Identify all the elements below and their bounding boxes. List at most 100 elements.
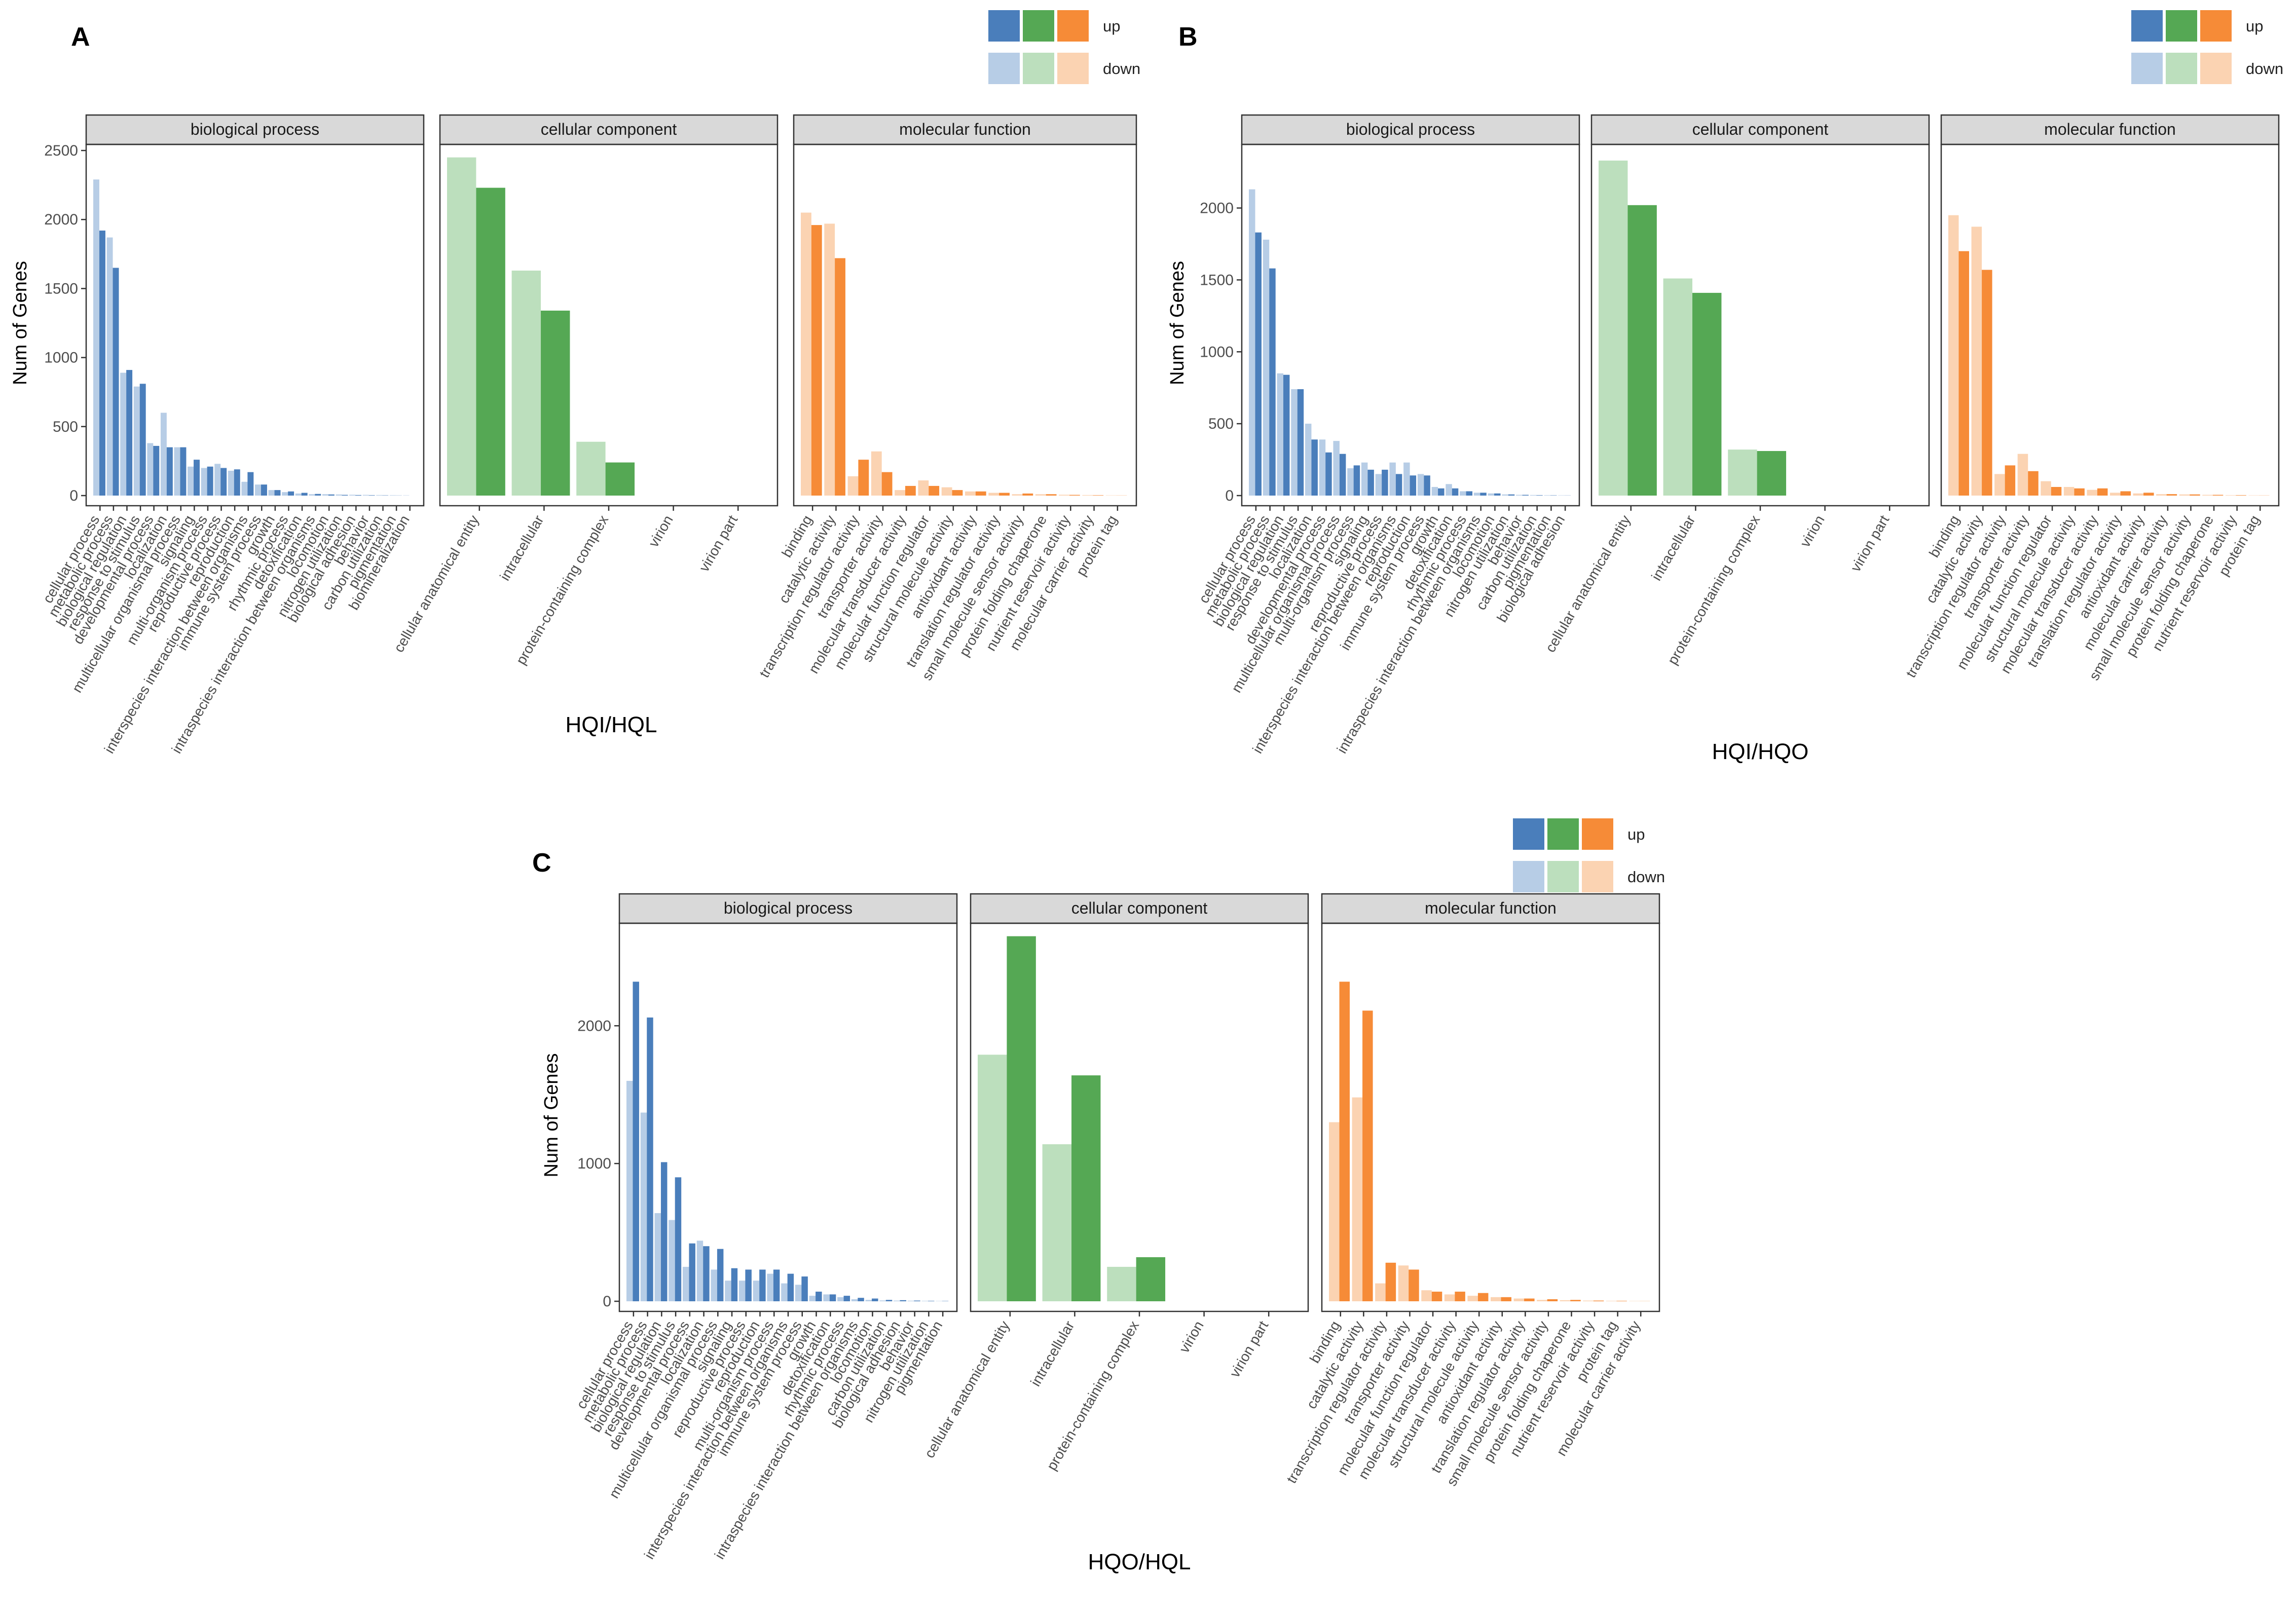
legend-swatch-up — [1057, 10, 1089, 42]
legend-swatch-down — [1023, 53, 1054, 84]
bar-up-translation-regulator-activity — [2120, 491, 2131, 496]
y-tick-label: 2000 — [1200, 200, 1234, 217]
bar-up-biological-adhesion — [900, 1300, 907, 1301]
bar-down-protein-containing-complex — [1107, 1267, 1136, 1301]
bar-up-binding — [1958, 251, 1970, 496]
bar-up-nutrient-reservoir-activity — [2236, 495, 2246, 496]
bar-up-rhythmic-process — [843, 1296, 850, 1301]
facet-strip — [1940, 114, 2280, 145]
bar-down-reproductive-process — [214, 464, 221, 496]
bar-down-antioxidant-activity — [1491, 1297, 1501, 1301]
bar-up-nutrient-reservoir-activity — [1069, 495, 1080, 496]
bar-down-behavior — [362, 495, 369, 496]
legend-label-down: down — [1103, 60, 1140, 78]
bar-up-reproduction — [234, 469, 240, 496]
bar-up-molecular-function-regulator — [1431, 1291, 1442, 1301]
legend-swatch-down — [1547, 861, 1579, 892]
bar-up-structural-molecule-activity — [2074, 488, 2085, 496]
bar-up-cellular-process — [99, 230, 105, 496]
bar-down-response-to-stimulus — [1291, 389, 1298, 496]
bar-up-locomotion — [1494, 493, 1501, 496]
bar-down-biomineralization — [403, 495, 410, 496]
bar-down-growth — [1431, 486, 1438, 496]
y-tick-label: 500 — [1208, 416, 1234, 432]
bar-down-interspecies-interaction-between-organisms — [1389, 462, 1396, 496]
bar-up-reproductive-process — [1382, 469, 1388, 496]
y-tick-label: 0 — [69, 487, 78, 504]
bar-down-rhythmic-process — [282, 492, 288, 496]
bar-up-molecular-function-regulator — [2051, 486, 2062, 496]
bar-up-small-molecule-sensor-activity — [1547, 1299, 1558, 1301]
facet-panel-border — [1321, 922, 1660, 1312]
legend-label-up: up — [1103, 17, 1120, 35]
bar-down-metabolic-process — [1263, 239, 1270, 496]
bar-down-localization — [696, 1240, 703, 1301]
bar-down-protein-containing-complex — [576, 441, 606, 496]
bar-up-carbon-utilization — [885, 1300, 893, 1301]
bar-up-nitrogen-utilization — [342, 495, 348, 496]
bar-up-biological-adhesion — [355, 495, 362, 496]
bar-up-metabolic-process — [113, 268, 119, 496]
legend-label-up: up — [2246, 17, 2263, 35]
bar-down-cellular-anatomical-entity — [447, 157, 476, 496]
bar-up-multi-organism-process — [773, 1269, 780, 1301]
bar-up-transcription-regulator-activity — [2005, 465, 2016, 496]
y-tick-label: 2000 — [44, 211, 78, 228]
bar-up-signaling — [731, 1268, 738, 1301]
bar-down-small-molecule-sensor-activity — [1537, 1300, 1547, 1301]
bar-down-developmental-process — [147, 443, 154, 496]
legend: up down — [988, 10, 1140, 84]
bar-down-nutrient-reservoir-activity — [1059, 495, 1069, 496]
bar-up-interspecies-interaction-between-organisms — [247, 472, 254, 496]
bar-down-translation-regulator-activity — [988, 493, 999, 496]
facet-strip — [1321, 893, 1660, 924]
bar-down-response-to-stimulus — [133, 386, 140, 496]
legend-swatch-down — [2166, 53, 2197, 84]
bar-down-biological-adhesion — [349, 495, 356, 496]
bar-up-reproduction — [1410, 475, 1417, 496]
legend-swatch-down — [2131, 53, 2163, 84]
bar-down-reproduction — [753, 1281, 760, 1301]
bar-down-rhythmic-process — [1460, 491, 1466, 496]
y-tick-label: 500 — [53, 419, 78, 435]
bar-up-pigmentation — [1550, 495, 1557, 496]
facet-strip-label: molecular function — [1425, 899, 1557, 917]
bar-up-intraspecies-interaction-between-organisms — [1480, 493, 1487, 496]
bar-up-growth — [274, 490, 281, 496]
bar-up-rhythmic-process — [288, 491, 294, 496]
bar-down-pigmentation — [389, 495, 396, 496]
facet-strip-label: biological process — [1346, 120, 1475, 138]
bar-up-transcription-regulator-activity — [1385, 1262, 1396, 1301]
bar-down-locomotion — [865, 1300, 872, 1301]
legend-label-up: up — [1627, 825, 1645, 843]
bar-up-catalytic-activity — [1362, 1010, 1373, 1301]
bar-up-protein-folding-chaperone — [2212, 495, 2224, 496]
y-tick-label: 2500 — [44, 142, 78, 159]
bar-down-immune-system-process — [1417, 474, 1424, 496]
facet-strip-label: cellular component — [541, 120, 677, 138]
legend-swatch-up — [2131, 10, 2163, 42]
bar-down-detoxification — [1446, 484, 1452, 496]
bar-down-nitrogen-utilization — [1502, 494, 1508, 496]
y-tick-label: 1000 — [44, 350, 78, 366]
bar-up-detoxification — [829, 1294, 836, 1301]
bar-up-developmental-process — [1325, 452, 1332, 496]
legend: up down — [1513, 818, 1665, 892]
bar-down-multicellular-organismal-process — [174, 447, 180, 496]
panel-label: B — [1178, 22, 1198, 52]
bar-down-developmental-process — [1319, 439, 1326, 496]
y-tick-label: 1500 — [44, 280, 78, 297]
bar-up-multicellular-organismal-process — [1339, 454, 1346, 496]
bar-up-developmental-process — [153, 445, 160, 496]
bar-down-transporter-activity — [871, 451, 882, 496]
bar-up-transporter-activity — [2028, 471, 2039, 496]
bar-down-pigmentation — [1544, 495, 1551, 496]
bar-up-carbon-utilization — [382, 495, 389, 496]
bar-up-binding — [811, 225, 822, 496]
x-axis-title: HQI/HQO — [1712, 739, 1809, 764]
bar-up-developmental-process — [689, 1243, 695, 1301]
bar-up-intraspecies-interaction-between-organisms — [858, 1298, 864, 1301]
bar-up-molecular-carrier-activity — [2166, 494, 2177, 496]
